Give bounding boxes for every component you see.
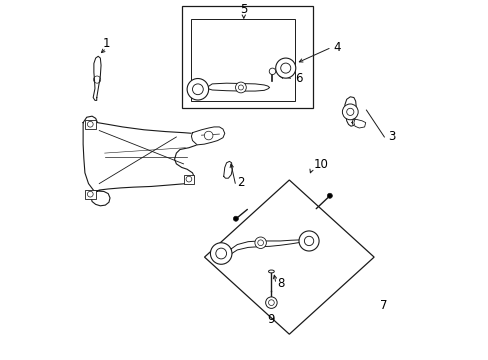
Polygon shape	[191, 127, 224, 145]
Circle shape	[238, 85, 243, 90]
Circle shape	[269, 68, 275, 75]
Circle shape	[275, 58, 295, 78]
Circle shape	[298, 231, 319, 251]
Polygon shape	[83, 116, 199, 206]
Ellipse shape	[268, 270, 274, 273]
Polygon shape	[93, 56, 101, 100]
Text: 5: 5	[240, 3, 247, 16]
Bar	[190, 19, 294, 101]
Circle shape	[280, 63, 290, 73]
Circle shape	[210, 243, 231, 264]
Bar	[85, 120, 96, 129]
Circle shape	[304, 236, 313, 246]
Circle shape	[346, 108, 353, 116]
Text: 8: 8	[277, 278, 285, 291]
Circle shape	[204, 131, 212, 140]
Text: 9: 9	[267, 312, 275, 326]
Circle shape	[87, 191, 93, 197]
Text: 10: 10	[313, 158, 328, 171]
Text: 4: 4	[333, 41, 340, 54]
Circle shape	[265, 297, 277, 309]
Polygon shape	[228, 240, 300, 255]
Circle shape	[235, 82, 246, 93]
Text: 2: 2	[237, 176, 244, 189]
Circle shape	[257, 240, 263, 246]
Circle shape	[233, 216, 238, 221]
Bar	[183, 175, 194, 184]
Circle shape	[215, 248, 226, 259]
Text: 1: 1	[102, 36, 110, 50]
Text: 6: 6	[294, 72, 302, 85]
Circle shape	[185, 176, 191, 182]
Polygon shape	[223, 161, 232, 178]
Polygon shape	[204, 180, 373, 334]
Polygon shape	[207, 83, 269, 91]
Circle shape	[192, 84, 203, 95]
Circle shape	[268, 300, 274, 306]
Circle shape	[187, 78, 208, 100]
Bar	[182, 6, 312, 108]
Circle shape	[326, 193, 332, 198]
Circle shape	[342, 104, 357, 120]
Circle shape	[254, 237, 266, 248]
Text: 7: 7	[379, 299, 387, 312]
Text: 3: 3	[387, 130, 394, 144]
Circle shape	[87, 121, 93, 127]
Bar	[85, 190, 96, 199]
Polygon shape	[344, 97, 356, 126]
Polygon shape	[353, 119, 365, 128]
